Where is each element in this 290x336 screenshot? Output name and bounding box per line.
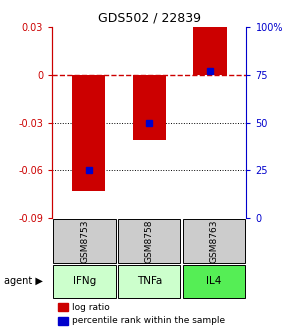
Text: percentile rank within the sample: percentile rank within the sample <box>72 317 225 325</box>
Bar <box>118 265 180 298</box>
Bar <box>53 219 116 263</box>
Bar <box>53 265 116 298</box>
Bar <box>72 75 105 191</box>
Bar <box>133 75 166 140</box>
Bar <box>183 265 245 298</box>
Text: GSM8763: GSM8763 <box>210 219 219 263</box>
Text: log ratio: log ratio <box>72 303 109 311</box>
Title: GDS502 / 22839: GDS502 / 22839 <box>98 11 201 24</box>
Bar <box>183 219 245 263</box>
Bar <box>58 303 68 311</box>
Text: IFNg: IFNg <box>73 277 96 286</box>
Text: agent ▶: agent ▶ <box>3 277 42 286</box>
Bar <box>118 219 180 263</box>
Bar <box>193 27 227 75</box>
Text: TNFa: TNFa <box>137 277 162 286</box>
Text: GSM8753: GSM8753 <box>80 219 89 263</box>
Bar <box>58 317 68 325</box>
Text: GSM8758: GSM8758 <box>145 219 154 263</box>
Text: IL4: IL4 <box>206 277 222 286</box>
